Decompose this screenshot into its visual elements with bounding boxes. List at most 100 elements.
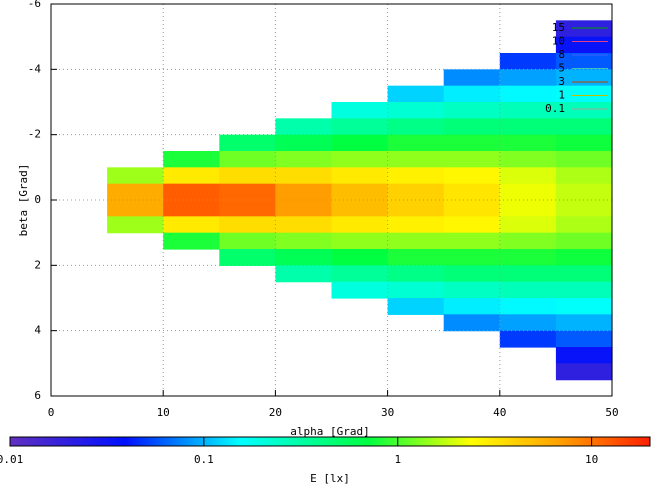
heat-cell [331,167,389,185]
heat-cell [219,151,276,168]
heat-cell [555,330,613,348]
heat-cell [331,151,389,168]
heat-cell [387,151,445,168]
x-tick-label: 10 [157,406,170,419]
heat-cell [387,102,445,119]
heat-cell [555,20,613,38]
y-tick-label: -2 [28,128,41,141]
heat-cell [387,183,445,201]
y-tick-label: 0 [34,193,41,206]
colorbar-tick-label: 10 [585,453,598,466]
heat-cell [555,167,613,185]
heat-cell [443,151,501,168]
heat-cell [219,183,276,201]
heat-cell [443,232,501,250]
heat-cell [163,167,220,185]
heat-cell [499,151,557,168]
heat-cell [499,102,557,119]
legend-label: 1 [558,89,565,102]
heat-cell [107,183,164,201]
heat-cell [219,216,276,234]
heat-cell [331,281,389,299]
heat-cell [387,232,445,250]
heat-cell [387,200,445,217]
heat-cell [387,249,445,266]
heat-cell [443,281,501,299]
heat-cell [387,216,445,234]
legend-label: 15 [552,21,565,34]
x-axis-label: alpha [Grad] [290,425,369,438]
heat-cell [275,167,333,185]
heat-cell [331,249,389,266]
legend-label: 5 [558,62,565,75]
y-tick-label: 4 [34,324,41,337]
heat-cell [555,151,613,168]
x-tick-label: 0 [48,406,55,419]
heat-cell [555,232,613,250]
heat-cell [107,200,164,217]
heat-cell [555,298,613,315]
heat-cell [275,183,333,201]
heat-cell [443,118,501,136]
heat-cell [443,183,501,201]
heat-cell [443,102,501,119]
heat-cell [443,200,501,217]
colorbar-tick-label: 0.01 [0,453,23,466]
heat-cell [387,298,445,315]
heat-cell [331,232,389,250]
heat-cell [443,167,501,185]
heat-cell [555,36,613,54]
heat-cell [107,216,164,234]
heat-cell [443,69,501,87]
heat-cell [555,249,613,266]
heat-cell [219,232,276,250]
heat-cell [499,314,557,332]
heat-cell [275,249,333,266]
heat-cell [387,265,445,283]
heat-cell [499,167,557,185]
heat-cell [387,134,445,152]
heat-cell [499,200,557,217]
heat-cell [275,151,333,168]
heat-cell [443,314,501,332]
heat-cell [443,249,501,266]
heat-cell [387,118,445,136]
heat-cell [387,281,445,299]
heat-cell [443,265,501,283]
heat-cell [555,183,613,201]
heat-cell [555,216,613,234]
x-tick-label: 50 [605,406,618,419]
heat-cell [499,183,557,201]
heat-cell [163,216,220,234]
heat-cell [443,134,501,152]
heat-cell [275,265,333,283]
heat-cell [275,216,333,234]
heat-cell [331,183,389,201]
heat-cell [499,232,557,250]
heat-cell [499,330,557,348]
colorbar [9,436,651,447]
y-tick-label: -6 [28,0,41,10]
plot-frame [50,3,613,397]
heat-cell [219,134,276,152]
heat-cell [219,200,276,217]
heat-cell [387,167,445,185]
heat-cell [443,85,501,103]
heat-cell [107,167,164,185]
heat-cell [499,134,557,152]
heat-cell [163,200,220,217]
colorbar-label: E [lx] [310,472,350,485]
heat-cell [275,134,333,152]
heat-cell [275,232,333,250]
heat-cell [555,363,613,381]
heat-cell [163,232,220,250]
colorbar-tick-label: 1 [394,453,401,466]
heat-cell [275,200,333,217]
heat-cell [331,265,389,283]
heat-cell [555,314,613,332]
heat-cell [331,102,389,119]
heat-cell [275,118,333,136]
x-tick-label: 20 [269,406,282,419]
y-tick-label: -4 [28,62,42,75]
